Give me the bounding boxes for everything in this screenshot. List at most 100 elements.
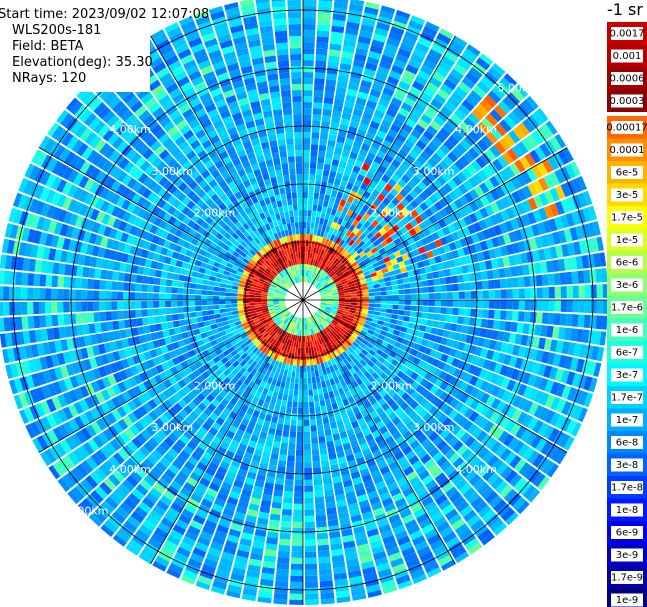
cell: [304, 545, 317, 552]
cell: [205, 264, 214, 271]
cell: [218, 426, 228, 436]
cell: [404, 406, 414, 416]
cell: [337, 505, 348, 514]
cell: [309, 401, 315, 408]
cell: [84, 164, 96, 177]
cell: [439, 391, 449, 402]
cell: [209, 380, 219, 390]
cell: [481, 117, 494, 131]
cell: [233, 353, 241, 361]
cell: [438, 499, 452, 511]
cell: [141, 284, 148, 292]
cell: [250, 312, 258, 317]
cell: [330, 285, 337, 290]
cell: [420, 273, 428, 281]
cell: [276, 320, 282, 326]
cell: [318, 562, 332, 570]
cell: [504, 321, 512, 332]
cell: [392, 294, 399, 300]
cell: [215, 318, 222, 324]
cell: [273, 302, 280, 305]
cell: [557, 150, 570, 165]
cell: [447, 223, 456, 234]
cell: [112, 534, 127, 547]
cell: [224, 393, 233, 402]
cell: [371, 345, 379, 353]
cell: [268, 364, 274, 372]
cell: [221, 481, 233, 491]
cell: [520, 429, 532, 443]
cell: [271, 365, 278, 373]
cell: [183, 445, 194, 456]
cell: [50, 176, 62, 191]
cell: [237, 300, 244, 304]
cell: [415, 384, 425, 394]
cell: [443, 268, 451, 277]
cell: [555, 383, 566, 398]
cell: [429, 375, 439, 385]
cell: [48, 341, 57, 354]
cell: [401, 207, 410, 217]
cell: [277, 312, 283, 317]
cell: [184, 275, 192, 283]
cell: [431, 43, 446, 55]
cell: [63, 276, 71, 288]
cell: [440, 236, 449, 246]
cell: [480, 152, 492, 165]
cell: [357, 543, 370, 552]
cell: [120, 232, 129, 243]
cell: [135, 529, 150, 542]
cell: [171, 459, 184, 470]
cell: [262, 262, 269, 268]
cell: [415, 240, 424, 248]
cell: [337, 287, 344, 291]
cell: [452, 307, 459, 316]
cell: [207, 290, 214, 296]
cell: [323, 477, 333, 485]
cell: [243, 306, 250, 310]
cell: [387, 389, 397, 398]
cell: [577, 407, 588, 423]
cell: [251, 256, 259, 263]
cell: [366, 232, 374, 240]
cell: [379, 312, 386, 317]
cell: [110, 180, 122, 192]
cell: [220, 236, 228, 244]
cell: [280, 442, 288, 450]
cell: [415, 394, 425, 404]
cell: [322, 250, 328, 258]
cell: [355, 327, 362, 333]
cell: [287, 313, 292, 319]
cell: [414, 195, 424, 205]
cell: [66, 135, 79, 150]
cell: [282, 331, 287, 338]
cell: [69, 301, 76, 313]
cell: [316, 332, 321, 340]
cell: [143, 413, 154, 425]
cell: [371, 275, 379, 281]
cell: [181, 261, 189, 269]
cell: [427, 103, 440, 115]
cell: [500, 466, 513, 480]
cell: [121, 338, 130, 349]
cell: [373, 551, 387, 561]
cell: [278, 329, 284, 336]
cell: [123, 223, 133, 234]
cell: [263, 311, 270, 316]
cell: [380, 304, 387, 309]
cell: [126, 234, 135, 245]
cell: [333, 104, 343, 112]
cell: [440, 83, 454, 96]
cell: [128, 539, 143, 552]
cell: [381, 159, 391, 169]
cell: [203, 320, 211, 327]
cell: [245, 278, 253, 284]
cell: [578, 390, 589, 406]
cell: [360, 395, 369, 404]
cell: [332, 476, 342, 484]
cell: [35, 151, 48, 167]
cell: [329, 43, 342, 51]
cell: [146, 341, 155, 351]
cell: [359, 276, 366, 282]
cell: [583, 269, 591, 284]
